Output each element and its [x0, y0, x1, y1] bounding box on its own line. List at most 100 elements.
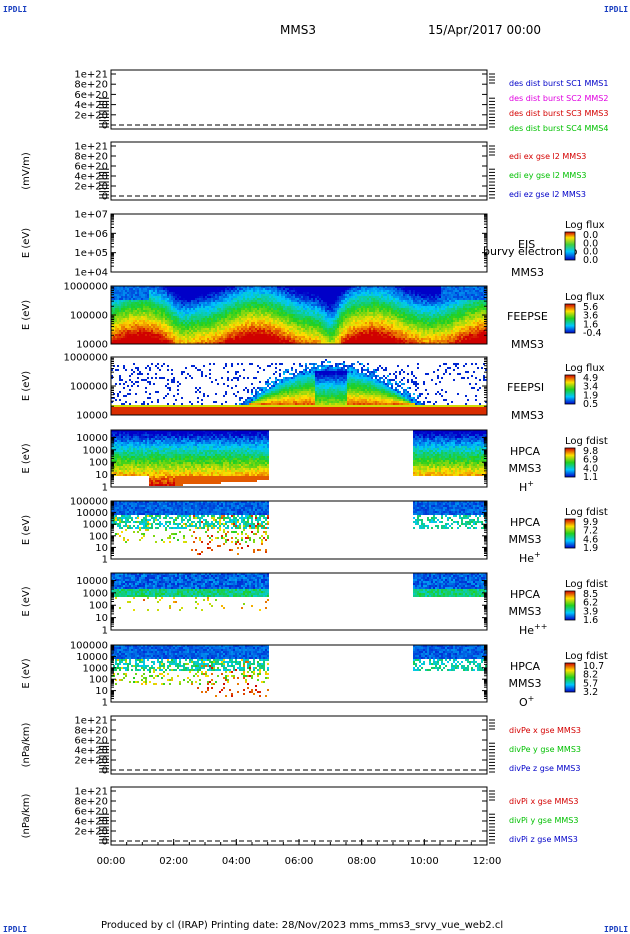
spectrogram-hpca-h: [111, 430, 487, 486]
overlay-label: burvy electron to: [483, 245, 578, 258]
panel-feeps-i: 1000000 100000 10000 E (eV) FEEPSI MMS3 Log fl…: [21, 353, 605, 423]
colorbar-tick-label: 3.6: [583, 311, 598, 322]
panel-frame: [110, 141, 488, 201]
y-tick-label: 100: [89, 531, 108, 542]
y-tick-label: 1000000: [63, 353, 108, 364]
y-tick-label: 6e+20: [74, 90, 108, 101]
corner-mark-bottom-right: IPDLI: [604, 925, 629, 934]
y-tick-label: 100000: [70, 311, 108, 322]
x-tick-label: 04:00: [222, 856, 251, 867]
y-tick-label: 10000: [76, 433, 108, 444]
y-tick-label: 10000: [76, 411, 108, 422]
legend-entry: divPi y gse MMS3: [509, 816, 578, 825]
colorbar-tick-label: 0.0: [583, 255, 598, 266]
instrument-label: EIS: [518, 238, 535, 251]
y-tick-label: 8e+20: [74, 152, 108, 163]
y-axis-title: (nPa/km): [21, 794, 32, 839]
y-axis-title: E (eV): [21, 443, 32, 473]
spacecraft-label: MMS3: [511, 409, 544, 422]
y-axis-title: E (eV): [21, 300, 32, 330]
y-tick-label: 6e+20: [74, 807, 108, 818]
y-tick-label: 0: [102, 121, 108, 132]
legend-entry: divPe y gse MMS3: [509, 745, 581, 754]
spectrogram-feeps-e: [111, 286, 487, 344]
y-tick-label: 10000: [76, 340, 108, 351]
colorbar-tick-label: 6.2: [583, 598, 598, 609]
y-tick-label: 0: [102, 837, 108, 848]
colorbar-title: Log flux: [565, 292, 605, 303]
spectrogram-hpca-hepp: [111, 573, 487, 611]
species-label: O+: [519, 694, 534, 709]
species-label: H+: [519, 479, 534, 494]
y-tick-label: 6e+20: [74, 736, 108, 747]
x-tick-label: 06:00: [285, 856, 314, 867]
y-tick-label: 100000: [70, 497, 108, 508]
spacecraft-label: MMS3: [509, 605, 542, 618]
colorbar-tick-label: 1.6: [583, 319, 598, 330]
colorbar-tick-label: 1.1: [583, 472, 598, 483]
y-tick-label: 1000: [83, 520, 108, 531]
y-axis-title: E (eV): [21, 658, 32, 688]
colorbar-tick-label: 3.2: [583, 687, 598, 698]
panel-frame: [110, 786, 488, 846]
plot-date: 15/Apr/2017 00:00: [428, 23, 542, 37]
colorbar-tick-label: 8.2: [583, 670, 598, 681]
panel-frame: [110, 213, 488, 273]
corner-mark-bottom-left: IPDLI: [3, 925, 28, 934]
y-tick-label: 1: [102, 626, 108, 637]
colorbar-tick-label: 5.6: [583, 302, 598, 313]
y-tick-label: 8e+20: [74, 797, 108, 808]
legend-entry: des dist burst SC4 MMS4: [509, 124, 608, 133]
y-tick-label: 0: [102, 192, 108, 203]
species-label: He++: [519, 622, 547, 637]
y-axis-title: (nPa/km): [21, 723, 32, 768]
x-tick-label: 12:00: [473, 856, 502, 867]
y-tick-label: 1: [102, 698, 108, 709]
spectrogram-feeps-i: [111, 359, 487, 415]
colorbar-tick-label: 1.9: [583, 543, 598, 554]
colorbar: [564, 447, 576, 478]
y-axis-title: (mV/m): [21, 152, 32, 190]
colorbar-tick-label: 3.4: [583, 382, 598, 393]
y-tick-label: 8e+20: [74, 80, 108, 91]
panel-frame: [110, 69, 488, 130]
legend-entry: des dist burst SC2 MMS2: [509, 94, 608, 103]
legend-entry: divPi x gse MMS3: [509, 797, 578, 806]
colorbar-title: Log flux: [565, 220, 605, 231]
y-tick-label: 10000: [76, 652, 108, 663]
spectrogram-hpca-he: [111, 501, 487, 555]
y-tick-label: 100: [89, 601, 108, 612]
y-tick-label: 1e+21: [74, 142, 108, 153]
spacecraft-label: MMS3: [511, 266, 544, 279]
y-tick-label: 2e+20: [74, 182, 108, 193]
y-tick-label: 10: [95, 613, 108, 624]
colorbar-tick-label: 1.9: [583, 390, 598, 401]
y-tick-label: 1e+05: [74, 248, 108, 259]
y-tick-label: 100000: [70, 641, 108, 652]
colorbar: [564, 518, 576, 549]
y-tick-label: 4e+20: [74, 172, 108, 183]
instrument-label: FEEPSI: [507, 381, 544, 394]
instrument-label: FEEPSE: [507, 310, 548, 323]
y-tick-label: 1e+07: [74, 210, 108, 221]
y-tick-label: 6e+20: [74, 162, 108, 173]
panel-feeps-e: 1000000 100000 10000 E (eV) FEEPSE MMS3 Log fl…: [21, 282, 605, 352]
instrument-label: HPCA: [510, 660, 541, 673]
species-label: He+: [519, 550, 541, 565]
spectrogram-hpca-o: [111, 645, 487, 697]
y-tick-label: 1e+21: [74, 716, 108, 727]
y-tick-label: 1: [102, 483, 108, 494]
y-tick-label: 1000: [83, 445, 108, 456]
y-axis-title: E (eV): [21, 586, 32, 616]
colorbar: [564, 374, 576, 405]
colorbar-tick-label: 0.5: [583, 399, 598, 410]
legend-entry: divPe x gse MMS3: [509, 726, 581, 735]
legend-entry: edi ey gse l2 MMS3: [509, 171, 587, 180]
